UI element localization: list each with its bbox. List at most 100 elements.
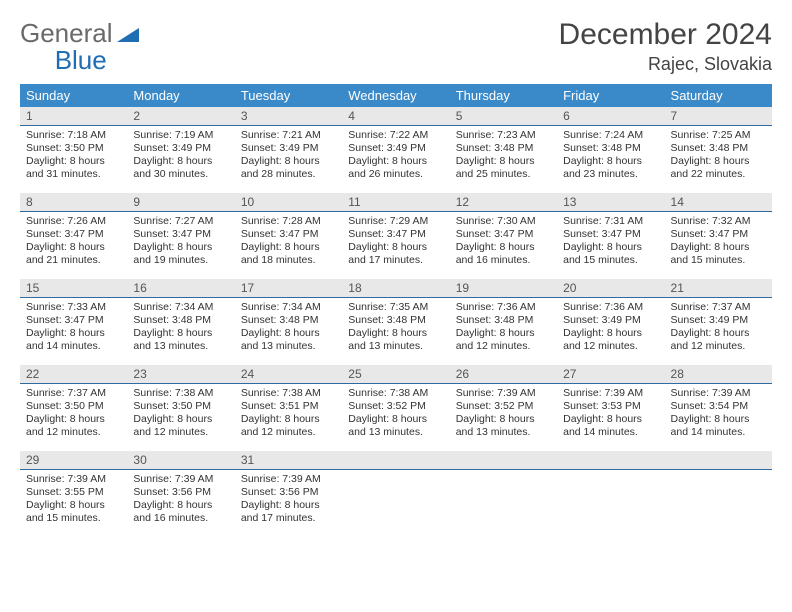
day-number: 30 — [127, 451, 234, 470]
calendar-cell: 26Sunrise: 7:39 AMSunset: 3:52 PMDayligh… — [450, 365, 557, 451]
sunset-text: Sunset: 3:55 PM — [26, 486, 121, 499]
weekday-header: Sunday — [20, 84, 127, 107]
daylight-text-2: and 12 minutes. — [26, 426, 121, 439]
daylight-text-1: Daylight: 8 hours — [563, 155, 658, 168]
daylight-text-2: and 21 minutes. — [26, 254, 121, 267]
day-body: Sunrise: 7:34 AMSunset: 3:48 PMDaylight:… — [127, 298, 234, 360]
sunrise-text: Sunrise: 7:38 AM — [241, 387, 336, 400]
calendar-cell: 27Sunrise: 7:39 AMSunset: 3:53 PMDayligh… — [557, 365, 664, 451]
sunrise-text: Sunrise: 7:26 AM — [26, 215, 121, 228]
calendar-body: 1Sunrise: 7:18 AMSunset: 3:50 PMDaylight… — [20, 107, 772, 537]
sunset-text: Sunset: 3:49 PM — [133, 142, 228, 155]
daylight-text-1: Daylight: 8 hours — [456, 413, 551, 426]
calendar-cell: 21Sunrise: 7:37 AMSunset: 3:49 PMDayligh… — [665, 279, 772, 365]
calendar-cell: 30Sunrise: 7:39 AMSunset: 3:56 PMDayligh… — [127, 451, 234, 537]
calendar-cell: 5Sunrise: 7:23 AMSunset: 3:48 PMDaylight… — [450, 107, 557, 193]
daylight-text-2: and 25 minutes. — [456, 168, 551, 181]
calendar-cell: 8Sunrise: 7:26 AMSunset: 3:47 PMDaylight… — [20, 193, 127, 279]
calendar-row: 29Sunrise: 7:39 AMSunset: 3:55 PMDayligh… — [20, 451, 772, 537]
day-number: 20 — [557, 279, 664, 298]
sunrise-text: Sunrise: 7:39 AM — [133, 473, 228, 486]
sunset-text: Sunset: 3:48 PM — [563, 142, 658, 155]
sunrise-text: Sunrise: 7:36 AM — [563, 301, 658, 314]
daylight-text-1: Daylight: 8 hours — [133, 241, 228, 254]
calendar-cell: 1Sunrise: 7:18 AMSunset: 3:50 PMDaylight… — [20, 107, 127, 193]
daylight-text-2: and 12 minutes. — [563, 340, 658, 353]
daylight-text-1: Daylight: 8 hours — [26, 155, 121, 168]
daylight-text-1: Daylight: 8 hours — [133, 499, 228, 512]
day-number: 19 — [450, 279, 557, 298]
daylight-text-2: and 17 minutes. — [348, 254, 443, 267]
sunrise-text: Sunrise: 7:29 AM — [348, 215, 443, 228]
day-number: 28 — [665, 365, 772, 384]
day-body-empty — [450, 470, 557, 530]
daylight-text-2: and 13 minutes. — [348, 426, 443, 439]
day-body: Sunrise: 7:23 AMSunset: 3:48 PMDaylight:… — [450, 126, 557, 188]
daylight-text-1: Daylight: 8 hours — [26, 499, 121, 512]
day-body: Sunrise: 7:37 AMSunset: 3:50 PMDaylight:… — [20, 384, 127, 446]
sunrise-text: Sunrise: 7:30 AM — [456, 215, 551, 228]
sunset-text: Sunset: 3:50 PM — [26, 400, 121, 413]
sunrise-text: Sunrise: 7:33 AM — [26, 301, 121, 314]
daylight-text-2: and 16 minutes. — [456, 254, 551, 267]
sunset-text: Sunset: 3:48 PM — [456, 314, 551, 327]
day-number: 23 — [127, 365, 234, 384]
day-body: Sunrise: 7:29 AMSunset: 3:47 PMDaylight:… — [342, 212, 449, 274]
daylight-text-2: and 18 minutes. — [241, 254, 336, 267]
daylight-text-1: Daylight: 8 hours — [133, 413, 228, 426]
sunrise-text: Sunrise: 7:35 AM — [348, 301, 443, 314]
calendar-cell: 15Sunrise: 7:33 AMSunset: 3:47 PMDayligh… — [20, 279, 127, 365]
calendar-cell: 17Sunrise: 7:34 AMSunset: 3:48 PMDayligh… — [235, 279, 342, 365]
day-body: Sunrise: 7:21 AMSunset: 3:49 PMDaylight:… — [235, 126, 342, 188]
weekday-header: Saturday — [665, 84, 772, 107]
day-number: 5 — [450, 107, 557, 126]
sunset-text: Sunset: 3:53 PM — [563, 400, 658, 413]
daylight-text-2: and 23 minutes. — [563, 168, 658, 181]
daylight-text-1: Daylight: 8 hours — [26, 327, 121, 340]
daylight-text-1: Daylight: 8 hours — [348, 155, 443, 168]
day-body: Sunrise: 7:39 AMSunset: 3:56 PMDaylight:… — [235, 470, 342, 532]
day-number: 13 — [557, 193, 664, 212]
daylight-text-2: and 14 minutes. — [671, 426, 766, 439]
daylight-text-1: Daylight: 8 hours — [241, 241, 336, 254]
daylight-text-1: Daylight: 8 hours — [241, 155, 336, 168]
calendar-cell: 24Sunrise: 7:38 AMSunset: 3:51 PMDayligh… — [235, 365, 342, 451]
day-number: 22 — [20, 365, 127, 384]
sunrise-text: Sunrise: 7:38 AM — [348, 387, 443, 400]
day-body-empty — [665, 470, 772, 530]
day-body-empty — [557, 470, 664, 530]
day-body-empty — [342, 470, 449, 530]
daylight-text-1: Daylight: 8 hours — [563, 241, 658, 254]
daylight-text-2: and 13 minutes. — [456, 426, 551, 439]
calendar-cell: 22Sunrise: 7:37 AMSunset: 3:50 PMDayligh… — [20, 365, 127, 451]
sunset-text: Sunset: 3:47 PM — [26, 314, 121, 327]
calendar-cell: 10Sunrise: 7:28 AMSunset: 3:47 PMDayligh… — [235, 193, 342, 279]
sunrise-text: Sunrise: 7:19 AM — [133, 129, 228, 142]
daylight-text-2: and 26 minutes. — [348, 168, 443, 181]
day-number: 29 — [20, 451, 127, 470]
calendar-cell: 31Sunrise: 7:39 AMSunset: 3:56 PMDayligh… — [235, 451, 342, 537]
daylight-text-1: Daylight: 8 hours — [671, 413, 766, 426]
calendar-cell — [450, 451, 557, 537]
calendar-cell: 18Sunrise: 7:35 AMSunset: 3:48 PMDayligh… — [342, 279, 449, 365]
sunrise-text: Sunrise: 7:25 AM — [671, 129, 766, 142]
sunset-text: Sunset: 3:47 PM — [133, 228, 228, 241]
day-number: 25 — [342, 365, 449, 384]
daylight-text-1: Daylight: 8 hours — [241, 499, 336, 512]
daylight-text-1: Daylight: 8 hours — [348, 413, 443, 426]
sunset-text: Sunset: 3:47 PM — [348, 228, 443, 241]
daylight-text-2: and 17 minutes. — [241, 512, 336, 525]
calendar-head: Sunday Monday Tuesday Wednesday Thursday… — [20, 84, 772, 107]
day-body: Sunrise: 7:18 AMSunset: 3:50 PMDaylight:… — [20, 126, 127, 188]
sunrise-text: Sunrise: 7:37 AM — [26, 387, 121, 400]
daylight-text-2: and 12 minutes. — [241, 426, 336, 439]
sunset-text: Sunset: 3:47 PM — [456, 228, 551, 241]
day-number-empty — [450, 451, 557, 470]
sunrise-text: Sunrise: 7:39 AM — [456, 387, 551, 400]
sunrise-text: Sunrise: 7:38 AM — [133, 387, 228, 400]
daylight-text-2: and 13 minutes. — [133, 340, 228, 353]
day-number: 4 — [342, 107, 449, 126]
sunset-text: Sunset: 3:50 PM — [26, 142, 121, 155]
calendar-cell: 12Sunrise: 7:30 AMSunset: 3:47 PMDayligh… — [450, 193, 557, 279]
weekday-header: Monday — [127, 84, 234, 107]
